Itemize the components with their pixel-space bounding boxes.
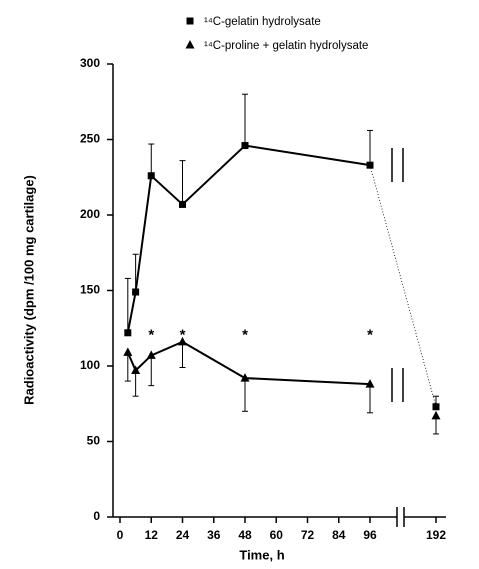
data-point	[178, 336, 187, 346]
legend-marker	[186, 17, 194, 25]
data-point	[123, 347, 133, 356]
x-tick-label: 192	[426, 528, 446, 542]
x-tick-label: 48	[238, 528, 252, 542]
x-tick-label: 24	[176, 528, 190, 542]
data-point	[432, 403, 440, 411]
y-tick-label: 250	[80, 132, 100, 146]
x-tick-label: 12	[145, 528, 159, 542]
annotation: *	[367, 327, 373, 344]
data-point	[131, 365, 141, 375]
legend-label: ¹⁴C-proline + gelatin hydrolysate	[204, 40, 368, 52]
annotation: *	[148, 327, 154, 344]
y-axis-label: Radioactivity (dpm /100 mg cartilage)	[21, 175, 36, 405]
x-axis-label: Time, h	[239, 547, 284, 562]
x-tick-label: 0	[117, 528, 124, 542]
series-line	[126, 340, 371, 386]
x-tick-label: 60	[270, 528, 284, 542]
data-point	[147, 172, 155, 180]
y-tick-label: 0	[93, 509, 100, 523]
y-tick-label: 100	[80, 358, 100, 372]
legend-marker	[185, 40, 195, 49]
y-tick-label: 200	[80, 207, 100, 221]
annotation: *	[242, 327, 248, 344]
legend-label: ¹⁴C-gelatin hydrolysate	[204, 16, 321, 28]
line-breaks	[391, 148, 404, 402]
y-tick-label: 300	[80, 56, 100, 70]
data-point	[241, 142, 249, 150]
data-point	[132, 288, 140, 296]
data-point	[146, 350, 156, 359]
data-point	[240, 373, 250, 382]
y-tick-label: 150	[80, 283, 100, 297]
data-point	[124, 329, 132, 337]
x-tick-label: 36	[207, 528, 221, 542]
x-tick-label: 72	[301, 528, 315, 542]
data-point	[365, 379, 375, 388]
annotation: *	[180, 327, 186, 344]
x-tick-label: 96	[363, 528, 377, 542]
data-point	[179, 200, 186, 208]
y-tick-label: 50	[87, 434, 101, 448]
series-line	[126, 144, 371, 333]
data-point	[366, 161, 374, 169]
x-tick-label: 84	[332, 528, 346, 542]
data-point	[431, 410, 441, 420]
